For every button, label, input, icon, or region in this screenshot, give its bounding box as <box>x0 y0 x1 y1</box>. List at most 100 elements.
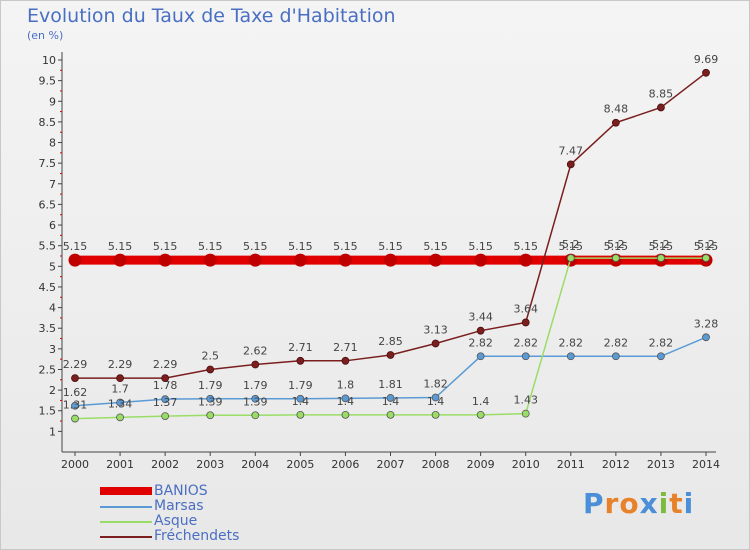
data-label-Asque: 1.4 <box>472 395 490 408</box>
data-label-BANIOS: 5.15 <box>513 240 538 253</box>
x-tick-label: 2001 <box>106 458 134 471</box>
data-label-BANIOS: 5.15 <box>63 240 88 253</box>
y-tick-label: 2.5 <box>39 363 57 376</box>
logo-letter: r <box>604 487 620 520</box>
data-label-Fréchendets: 2.85 <box>378 335 403 348</box>
data-label-Asque: 1.4 <box>427 395 445 408</box>
data-label-BANIOS: 5.15 <box>108 240 133 253</box>
data-label-Marsas: 2.82 <box>604 336 629 349</box>
legend-swatch <box>100 521 152 523</box>
y-tick-label: 7.5 <box>39 157 57 170</box>
data-label-Fréchendets: 3.64 <box>513 302 538 315</box>
y-tick-label: 2 <box>49 384 56 397</box>
data-label-Asque: 1.4 <box>292 395 310 408</box>
data-label-Marsas: 1.79 <box>243 379 268 392</box>
data-label-Asque: 5.2 <box>607 238 625 251</box>
data-label-Asque: 1.4 <box>382 395 400 408</box>
data-point-Asque <box>296 410 305 419</box>
data-point-BANIOS <box>68 253 82 267</box>
data-label-Asque: 1.39 <box>198 395 223 408</box>
data-label-Marsas: 1.82 <box>423 378 448 391</box>
data-label-BANIOS: 5.15 <box>243 240 268 253</box>
data-point-Fréchendets <box>341 356 350 365</box>
data-label-Fréchendets: 9.69 <box>694 53 719 66</box>
logo-letter: x <box>639 487 659 520</box>
data-label-Fréchendets: 8.48 <box>604 103 629 116</box>
data-point-Fréchendets <box>476 326 485 335</box>
data-point-Asque <box>476 410 485 419</box>
data-point-Marsas <box>206 394 215 403</box>
data-point-Fréchendets <box>251 360 260 369</box>
legend-label: Marsas <box>154 498 204 514</box>
x-tick-label: 2007 <box>377 458 405 471</box>
data-label-BANIOS: 5.15 <box>333 240 358 253</box>
x-tick-label: 2006 <box>331 458 359 471</box>
x-tick-label: 2010 <box>512 458 540 471</box>
data-label-Marsas: 2.82 <box>468 336 493 349</box>
data-label-BANIOS: 5.15 <box>559 240 584 253</box>
data-label-BANIOS: 5.15 <box>694 240 719 253</box>
data-label-Asque: 1.43 <box>513 394 538 407</box>
x-tick-label: 2008 <box>422 458 450 471</box>
x-tick-label: 2000 <box>61 458 89 471</box>
data-point-Marsas <box>116 398 124 407</box>
data-label-Fréchendets: 2.29 <box>63 358 88 371</box>
data-label-Fréchendets: 2.71 <box>333 341 358 354</box>
data-point-Fréchendets <box>657 103 665 112</box>
data-label-Fréchendets: 2.5 <box>201 349 219 362</box>
data-label-Fréchendets: 7.47 <box>559 144 584 157</box>
y-tick-label: 1 <box>49 425 56 438</box>
legend-swatch <box>100 506 152 508</box>
data-point-BANIOS <box>338 253 352 267</box>
x-tick-label: 2014 <box>692 458 720 471</box>
chart-title: Evolution du Taux de Taxe d'Habitation <box>27 5 396 27</box>
data-label-Marsas: 3.28 <box>694 317 719 330</box>
data-label-Asque: 5.2 <box>562 238 580 251</box>
data-point-Marsas <box>566 352 575 361</box>
data-point-BANIOS <box>519 253 533 267</box>
data-label-BANIOS: 5.15 <box>604 240 629 253</box>
legend-swatch <box>100 487 152 495</box>
y-tick-label: 4 <box>49 302 56 315</box>
data-point-Fréchendets <box>566 160 575 169</box>
data-point-Asque <box>341 410 350 419</box>
data-point-Asque <box>206 411 215 420</box>
data-point-Fréchendets <box>611 118 620 127</box>
series-line-Fréchendets <box>75 72 707 379</box>
data-label-Fréchendets: 2.29 <box>153 358 178 371</box>
data-label-Fréchendets: 3.13 <box>423 323 448 336</box>
logo-letter: t <box>669 487 684 520</box>
data-label-Marsas: 1.79 <box>198 379 223 392</box>
logo-letter: i <box>658 487 670 520</box>
data-label-BANIOS: 5.15 <box>468 240 493 253</box>
logo-letter: o <box>619 487 640 520</box>
y-tick-label: 9.5 <box>39 75 57 88</box>
x-tick-label: 2009 <box>467 458 495 471</box>
data-point-BANIOS <box>248 253 262 267</box>
data-point-Asque <box>611 254 620 262</box>
data-point-Fréchendets <box>521 318 530 327</box>
data-point-Asque <box>657 254 665 262</box>
y-tick-label: 8.5 <box>39 116 57 129</box>
data-point-BANIOS <box>293 253 307 267</box>
data-label-Marsas: 2.82 <box>649 336 674 349</box>
data-point-Marsas <box>431 393 440 402</box>
data-label-BANIOS: 5.15 <box>198 240 223 253</box>
x-tick-label: 2011 <box>557 458 585 471</box>
data-point-Fréchendets <box>206 365 215 374</box>
x-tick-label: 2012 <box>602 458 630 471</box>
legend-label: Fréchendets <box>154 528 240 544</box>
data-point-Marsas <box>386 394 395 402</box>
data-label-BANIOS: 5.15 <box>378 240 403 253</box>
x-tick-label: 2002 <box>151 458 179 471</box>
data-point-BANIOS <box>384 253 397 267</box>
data-point-Fréchendets <box>116 374 124 383</box>
data-point-BANIOS <box>113 253 127 267</box>
logo-letter: i <box>683 487 695 520</box>
x-tick-label: 2003 <box>196 458 224 471</box>
data-label-BANIOS: 5.15 <box>649 240 674 253</box>
data-point-Marsas <box>657 352 665 361</box>
data-point-Asque <box>116 413 124 422</box>
data-point-BANIOS <box>158 253 172 267</box>
